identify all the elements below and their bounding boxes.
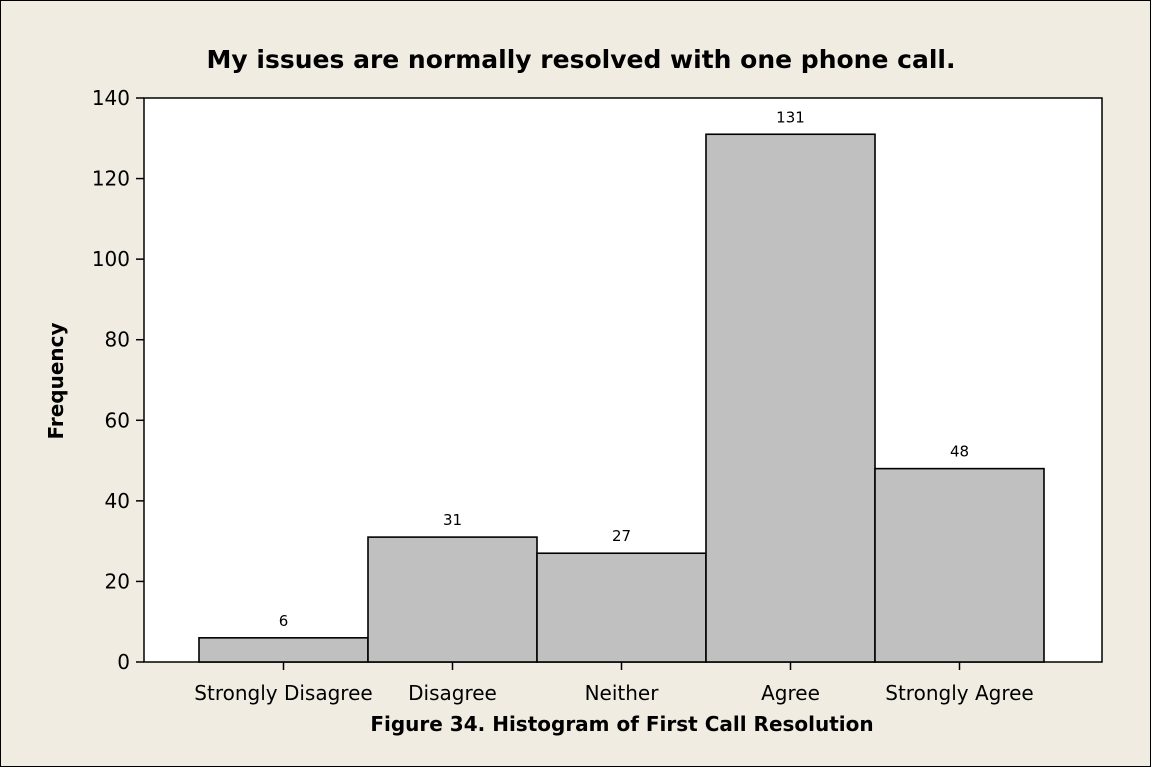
data-label: 31 [443,511,462,529]
bar-agree [705,133,876,663]
y-tick-label: 80 [105,328,130,352]
data-labels: 6 31 27 131 48 [279,108,969,630]
data-label: 131 [776,108,805,126]
x-tick-label: Agree [761,681,820,705]
y-tick-label: 100 [92,247,130,271]
y-tick-label: 140 [92,86,130,110]
data-label: 27 [612,527,631,545]
x-tick-label: Strongly Disagree [194,681,372,705]
y-tick-label: 20 [105,569,130,593]
x-axis-title: Figure 34. Histogram of First Call Resol… [370,712,873,736]
x-tick-label: Disagree [408,681,497,705]
chart-title: My issues are normally resolved with one… [207,45,956,74]
bars [198,133,1045,663]
y-tick-label: 120 [92,167,130,191]
y-tick-label: 0 [117,650,130,674]
bar-disagree [367,536,538,663]
y-tick-label: 40 [105,489,130,513]
data-label: 6 [279,612,289,630]
bar-neither [536,552,707,663]
y-tick-label: 60 [105,408,130,432]
bar-strongly-disagree [198,637,369,663]
data-label: 48 [950,443,969,461]
y-axis-title: Frequency [44,322,68,439]
bar-strongly-agree [874,467,1045,663]
x-axis: Strongly Disagree Disagree Neither Agree Str… [194,662,1034,705]
y-axis: 0 20 40 60 80 100 120 140 [92,86,144,674]
x-tick-label: Neither [585,681,660,705]
x-tick-label: Strongly Agree [885,681,1033,705]
